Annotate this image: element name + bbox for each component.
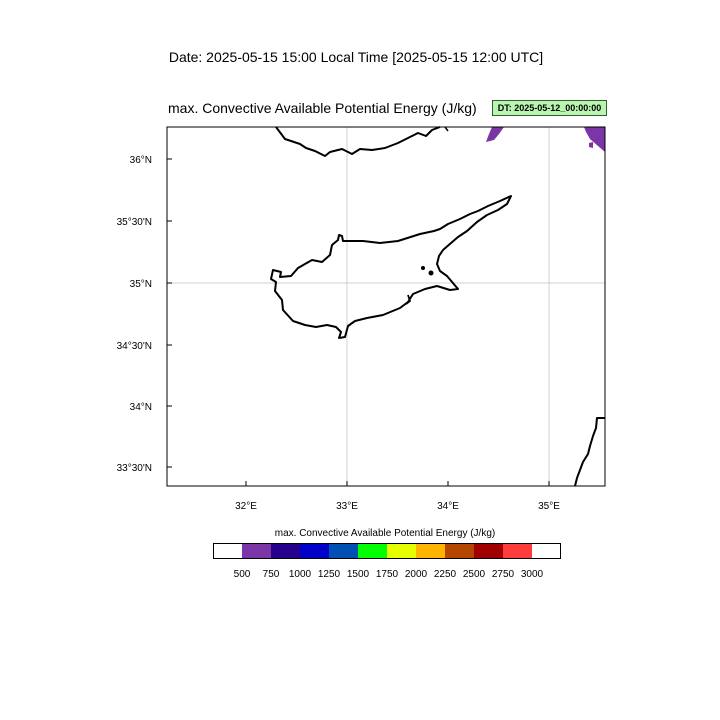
cape-area-islet	[589, 142, 593, 148]
plot-frame	[166, 126, 606, 487]
colorbar-swatch	[503, 543, 532, 559]
cyprus-inlet	[405, 294, 411, 305]
colorbar-swatch	[271, 543, 300, 559]
cape-area-northeast	[584, 127, 605, 152]
colorbar-swatch	[445, 543, 474, 559]
colorbar-label: 2000	[404, 569, 428, 580]
colorbar-swatch	[416, 543, 445, 559]
lon-label: 32°E	[235, 501, 257, 512]
coastline-turkey-fragment	[444, 126, 449, 132]
cape-area-north	[486, 127, 504, 142]
cyprus-islet-2	[428, 270, 434, 276]
lat-label: 35°30'N	[117, 217, 152, 228]
colorbar-label: 750	[262, 569, 280, 580]
colorbar-swatch	[474, 543, 503, 559]
lon-label: 34°E	[437, 501, 459, 512]
colorbar-swatch	[300, 543, 329, 559]
lat-label: 34°30'N	[117, 341, 152, 352]
colorbar-label: 500	[233, 569, 251, 580]
legend-title: max. Convective Available Potential Ener…	[274, 528, 496, 539]
colorbar-label: 1250	[317, 569, 341, 580]
colorbar-label: 3000	[520, 569, 544, 580]
coastline-levant	[574, 417, 605, 487]
lon-label: 35°E	[538, 501, 560, 512]
lat-label: 36°N	[130, 155, 152, 166]
coastline-cyprus	[270, 195, 512, 339]
colorbar-label: 2750	[491, 569, 515, 580]
lat-ticks	[167, 158, 172, 468]
lat-label: 34°N	[130, 402, 152, 413]
lat-label: 33°30'N	[117, 463, 152, 474]
lat-label: 35°N	[130, 279, 152, 290]
lon-label: 33°E	[336, 501, 358, 512]
colorbar-swatch	[329, 543, 358, 559]
cyprus-islet-1	[421, 266, 425, 270]
colorbar-label: 2250	[433, 569, 457, 580]
coastline-turkey	[275, 126, 441, 157]
colorbar-label: 1750	[375, 569, 399, 580]
colorbar-label: 1500	[346, 569, 370, 580]
colorbar-swatch	[213, 543, 242, 559]
colorbar-swatch	[242, 543, 271, 559]
colorbar-swatch	[387, 543, 416, 559]
map-title: max. Convective Available Potential Ener…	[168, 100, 477, 116]
colorbar-label: 1000	[288, 569, 312, 580]
dt-badge: DT: 2025-05-12_00:00:00	[492, 100, 607, 116]
date-line: Date: 2025-05-15 15:00 Local Time [2025-…	[168, 49, 544, 65]
colorbar-swatch	[532, 543, 561, 559]
colorbar-swatch	[358, 543, 387, 559]
lon-ticks	[245, 481, 550, 486]
colorbar-label: 2500	[462, 569, 486, 580]
